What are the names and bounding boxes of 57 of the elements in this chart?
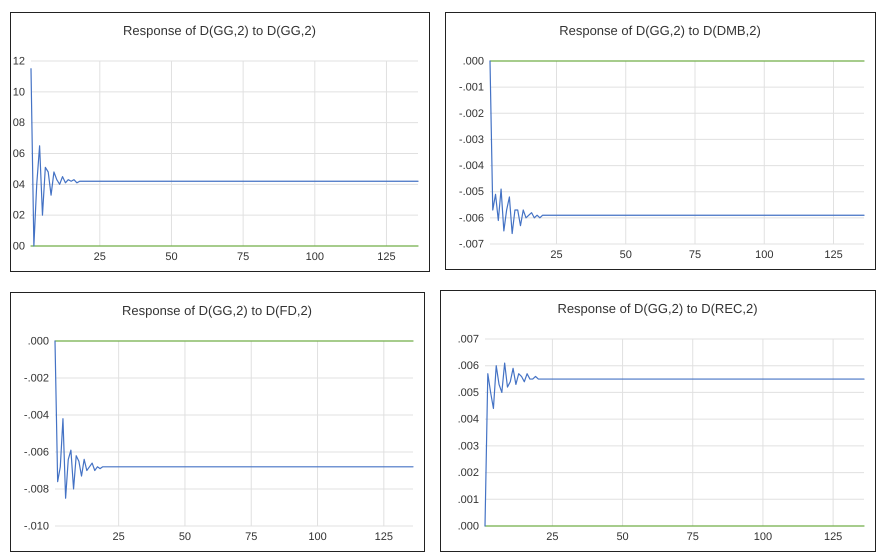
y-tick-label: .002 [458, 467, 479, 480]
x-tick-label: 125 [824, 248, 843, 261]
x-tick-label: 75 [245, 530, 258, 543]
x-tick-label: 25 [112, 530, 125, 543]
y-tick-label: 04 [12, 178, 25, 191]
y-tick-label: .007 [458, 334, 479, 346]
x-tick-label: 25 [546, 530, 559, 543]
y-tick-label: .003 [458, 440, 479, 452]
y-tick-label: 10 [12, 86, 25, 98]
y-tick-label: .000 [28, 336, 49, 348]
y-tick-label: 08 [12, 117, 25, 130]
y-tick-label: .005 [458, 386, 479, 399]
x-tick-label: 100 [755, 248, 774, 261]
x-tick-label: 50 [165, 250, 178, 263]
x-tick-label: 100 [754, 530, 772, 543]
chart-title: Response of D(GG,2) to D(GG,2) [123, 23, 316, 38]
x-tick-label: 100 [308, 530, 327, 543]
y-tick-label: -.006 [458, 212, 484, 224]
line-series [30, 68, 419, 247]
x-tick-label: 50 [178, 530, 192, 543]
y-tick-label: -.002 [458, 108, 484, 120]
x-tick-label: 75 [686, 530, 699, 543]
y-tick-label: -.004 [24, 410, 49, 422]
chart-title: Response of D(GG,2) to D(DMB,2) [559, 23, 761, 38]
y-tick-label: 00 [12, 240, 25, 253]
x-tick-label: 50 [620, 248, 632, 261]
y-tick-label: -.001 [458, 82, 484, 94]
line-series [489, 60, 865, 234]
x-tick-label: 25 [550, 248, 563, 261]
line-series [54, 340, 414, 499]
y-tick-label: 02 [12, 210, 25, 222]
y-tick-label: .006 [458, 360, 479, 372]
x-tick-label: 75 [237, 250, 250, 263]
y-tick-label: -.003 [458, 134, 484, 146]
y-tick-label: .000 [458, 520, 479, 533]
y-tick-label: -.008 [24, 484, 49, 496]
y-tick-label: .000 [462, 56, 484, 68]
y-tick-label: -.005 [458, 186, 484, 198]
x-tick-label: 125 [824, 530, 842, 543]
chart-title: Response of D(GG,2) to D(REC,2) [557, 301, 758, 316]
y-tick-label: 06 [12, 148, 25, 160]
x-tick-label: 75 [688, 248, 702, 261]
y-tick-label: -.010 [24, 520, 49, 533]
y-tick-label: -.007 [458, 238, 484, 251]
x-tick-label: 50 [616, 530, 629, 543]
x-tick-label: 100 [306, 250, 324, 263]
y-tick-label: 12 [12, 56, 25, 68]
chart-title: Response of D(GG,2) to D(FD,2) [122, 303, 312, 318]
x-tick-label: 25 [94, 250, 106, 263]
y-tick-label: -.004 [458, 160, 484, 172]
y-tick-label: -.002 [24, 372, 49, 385]
y-tick-label: .004 [458, 414, 479, 426]
x-tick-label: 125 [374, 530, 394, 543]
line-series [484, 362, 865, 527]
y-tick-label: -.006 [24, 446, 49, 459]
x-tick-label: 125 [377, 250, 396, 263]
y-tick-label: .001 [458, 494, 479, 506]
